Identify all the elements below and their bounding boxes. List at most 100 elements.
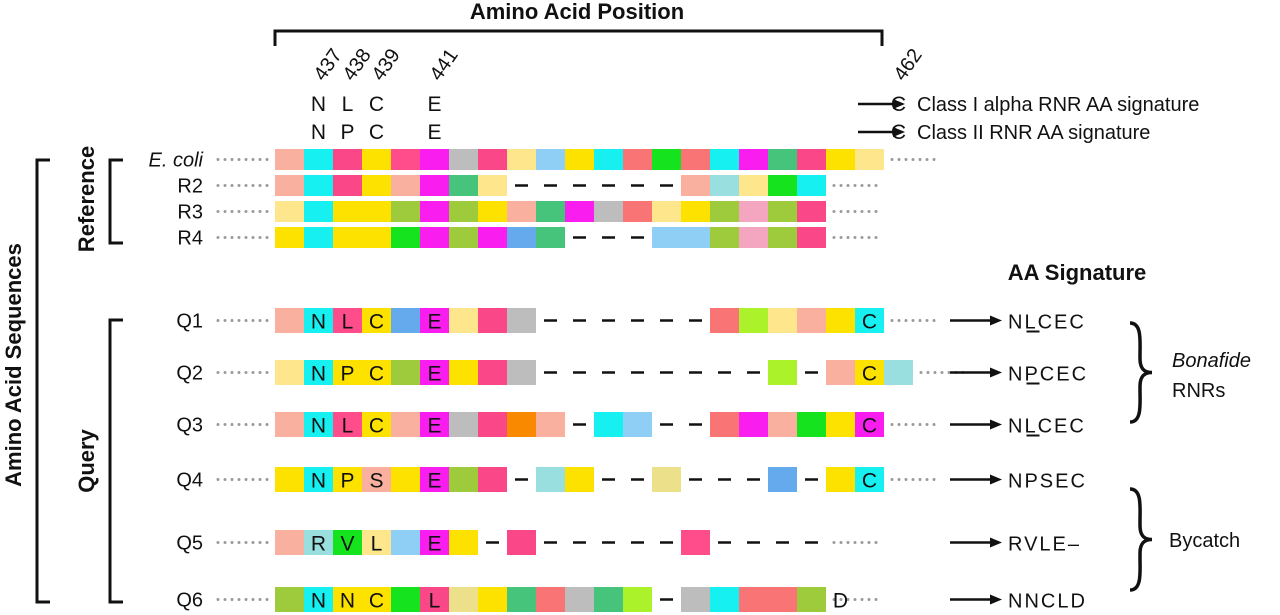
query-bracket	[108, 318, 123, 604]
residue-cell	[420, 227, 449, 248]
residue-cell	[565, 201, 594, 222]
residue-cell	[420, 587, 449, 612]
residue-cell	[797, 227, 826, 248]
residue-cell	[275, 149, 304, 170]
residue-cell	[826, 149, 855, 170]
group-label-bonafide: Bonafide	[1172, 350, 1251, 372]
highlighted-residue: P	[340, 363, 354, 386]
highlighted-residue: C	[862, 363, 877, 386]
query-row-label: Q2	[176, 363, 203, 385]
highlighted-residue: L	[371, 533, 383, 556]
class-residue-n: N	[311, 121, 326, 144]
bycatch-brace	[1129, 487, 1153, 592]
query-row-label: Q3	[176, 415, 203, 437]
residue-cell	[362, 149, 391, 170]
residue-cell	[797, 412, 826, 437]
highlighted-residue: S	[369, 470, 383, 493]
residue-cell	[275, 308, 304, 333]
residue-cell	[681, 227, 710, 248]
residue-cell	[275, 201, 304, 222]
residue-cell	[768, 587, 797, 612]
residue-cell	[797, 149, 826, 170]
residue-cell	[275, 360, 304, 385]
residue-cell	[362, 201, 391, 222]
highlighted-residue: C	[862, 415, 877, 438]
highlighted-residue: E	[427, 470, 441, 493]
highlighted-residue: E	[427, 533, 441, 556]
residue-cell	[333, 467, 362, 492]
residue-cell	[304, 467, 333, 492]
residue-cell	[594, 587, 623, 612]
highlighted-residue: C	[369, 363, 384, 386]
residue-cell	[420, 467, 449, 492]
residue-cell	[420, 530, 449, 555]
residue-cell	[594, 201, 623, 222]
query-group-label: Query	[74, 428, 99, 492]
highlighted-residue: R	[311, 533, 326, 556]
amino-acid-sequences-bracket	[35, 158, 50, 604]
residue-cell	[275, 530, 304, 555]
residue-cell	[304, 360, 333, 385]
residue-cell	[362, 412, 391, 437]
query-row-label: Q4	[176, 470, 203, 492]
position-number-437: 437	[310, 45, 347, 85]
figure-title: Amino Acid Position	[470, 0, 684, 24]
class-signature-arrow-head	[893, 127, 905, 137]
residue-cell	[797, 175, 826, 196]
reference-row-label: E. coli	[149, 150, 204, 172]
residue-cell	[275, 227, 304, 248]
residue-cell	[391, 149, 420, 170]
class-residue-e: E	[427, 121, 441, 144]
residue-cell	[275, 412, 304, 437]
residue-cell	[478, 587, 507, 612]
residue-cell	[536, 201, 565, 222]
residue-cell	[855, 360, 884, 385]
residue-cell	[391, 308, 420, 333]
residue-cell	[275, 467, 304, 492]
residue-cell	[391, 360, 420, 385]
highlighted-residue: N	[311, 415, 326, 438]
residue-cell	[768, 360, 797, 385]
residue-cell	[768, 149, 797, 170]
residue-cell	[449, 412, 478, 437]
highlighted-residue: C	[369, 590, 384, 613]
residue-cell	[391, 587, 420, 612]
residue-cell	[681, 587, 710, 612]
residue-cell	[449, 201, 478, 222]
highlighted-residue: N	[340, 590, 355, 613]
residue-cell	[507, 201, 536, 222]
highlighted-residue: C	[862, 311, 877, 334]
highlighted-residue: L	[429, 590, 441, 613]
residue-cell	[681, 530, 710, 555]
residue-cell	[855, 467, 884, 492]
residue-cell	[333, 530, 362, 555]
residue-cell	[536, 587, 565, 612]
position-number-439: 439	[368, 45, 405, 85]
residue-cell	[710, 227, 739, 248]
residue-cell	[449, 149, 478, 170]
signature-arrow-head	[990, 474, 1002, 485]
highlighted-residue: E	[427, 415, 441, 438]
reference-row-label: R2	[177, 176, 203, 198]
residue-cell	[681, 175, 710, 196]
residue-cell	[362, 467, 391, 492]
residue-cell	[710, 201, 739, 222]
residue-cell	[304, 412, 333, 437]
class-signature-label: Class I alpha RNR AA signature	[917, 94, 1199, 116]
residue-cell	[333, 227, 362, 248]
residue-cell	[768, 308, 797, 333]
residue-cell	[797, 201, 826, 222]
highlighted-residue: E	[427, 311, 441, 334]
residue-cell	[739, 587, 768, 612]
residue-cell	[391, 467, 420, 492]
residue-cell	[507, 308, 536, 333]
class-residue-c: C	[369, 121, 384, 144]
reference-row-label: R3	[177, 202, 203, 224]
residue-cell	[333, 308, 362, 333]
residue-cell	[420, 412, 449, 437]
residue-cell	[739, 227, 768, 248]
signature-arrow-head	[990, 537, 1002, 548]
residue-cell	[304, 149, 333, 170]
residue-cell	[652, 149, 681, 170]
title-bracket	[273, 29, 884, 46]
